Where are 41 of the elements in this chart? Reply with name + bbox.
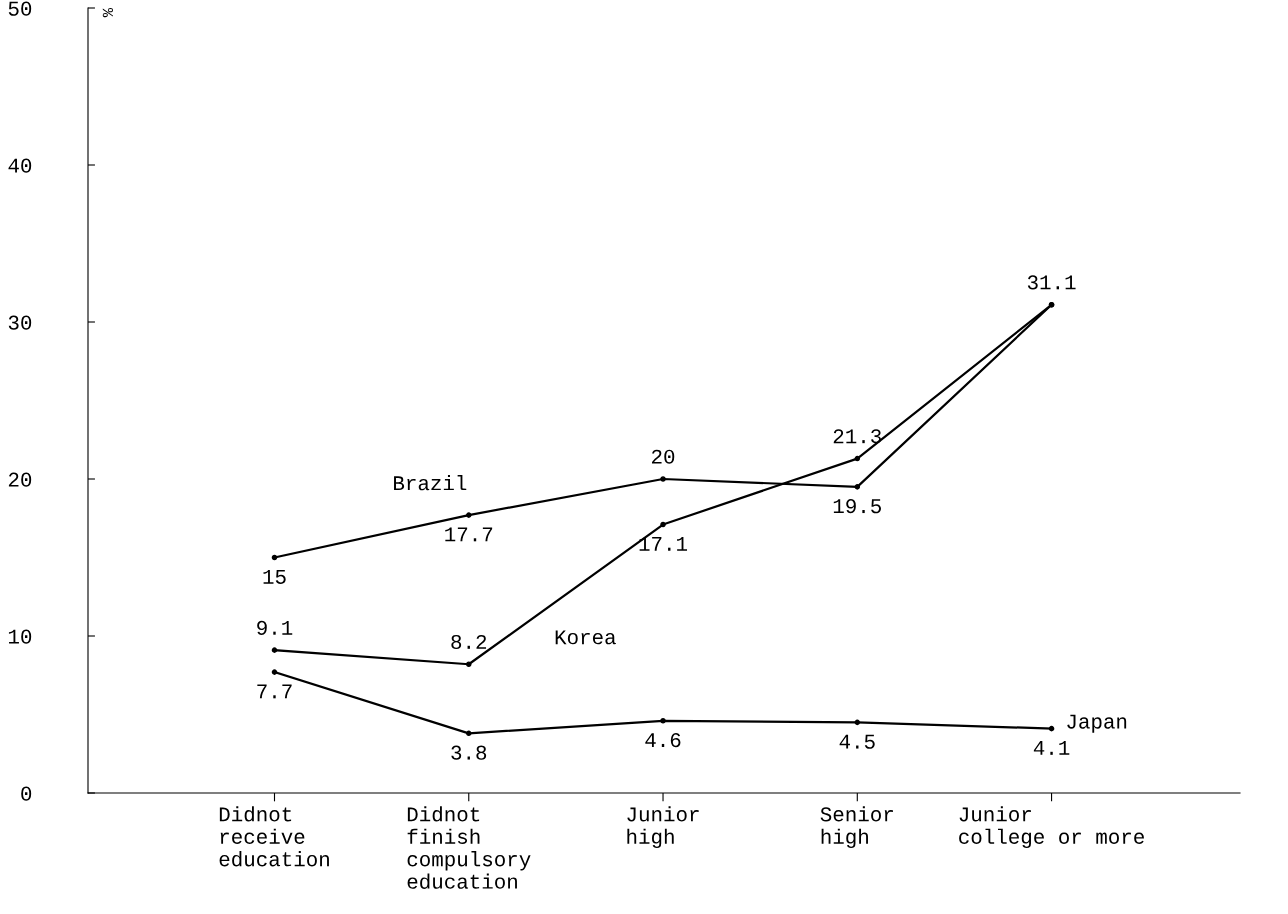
data-label: 19.5: [833, 499, 881, 514]
series-label: Korea: [555, 630, 616, 645]
data-label: 17.7: [445, 527, 493, 542]
point: [660, 718, 666, 724]
point: [465, 512, 472, 518]
point: [854, 484, 861, 490]
data-label: 4.5: [839, 734, 875, 749]
y-tick-label: 10: [8, 629, 32, 644]
point: [660, 521, 666, 528]
point: [465, 730, 472, 737]
x-tick-label: Senior high: [820, 806, 893, 849]
series-label: Japan: [1067, 714, 1127, 733]
data-label: 31.1: [1027, 275, 1076, 290]
point: [271, 669, 278, 675]
y-axis-title: %: [102, 7, 113, 18]
data-label: 15: [263, 569, 286, 584]
series-label: Brazil: [394, 474, 467, 491]
y-tick-label: 30: [8, 315, 32, 330]
data-label: 8.2: [451, 634, 487, 650]
x-tick-label: Didnot finish compulsory education: [407, 806, 531, 889]
point: [660, 476, 666, 482]
y-tick-label: 20: [8, 472, 32, 487]
y-tick-label: 40: [8, 158, 32, 173]
y-tick-label: 50: [8, 1, 32, 16]
y-tick-label: 0: [21, 786, 32, 801]
data-label: 4.6: [645, 733, 681, 748]
point: [854, 719, 861, 726]
point: [271, 647, 278, 653]
data-label: 9.1: [257, 620, 293, 635]
point: [271, 554, 278, 561]
x-tick-label: Didnot receive education: [219, 806, 329, 867]
data-label: 7.7: [257, 684, 292, 699]
data-label: 20: [651, 449, 675, 464]
point: [465, 661, 472, 668]
data-label: 21.3: [833, 429, 881, 444]
x-tick-label: Junior high: [627, 806, 699, 849]
data-label: 4.1: [1033, 741, 1070, 755]
point: [854, 455, 861, 462]
data-label: 3.8: [451, 745, 487, 760]
x-tick-label: Junior college or more: [959, 806, 1144, 849]
point: [1048, 725, 1055, 732]
